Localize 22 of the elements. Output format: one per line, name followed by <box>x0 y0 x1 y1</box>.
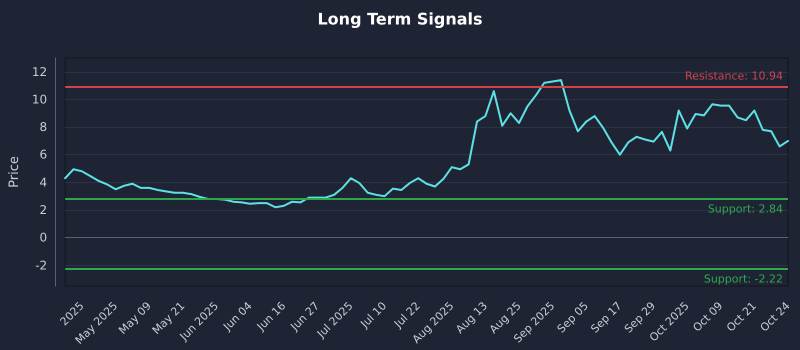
x-tick-label: Oct 21 <box>724 299 759 334</box>
ref-line-label: Support: 2.84 <box>708 202 783 216</box>
y-tick-label: 4 <box>40 175 48 190</box>
y-tick-label: 0 <box>40 230 48 245</box>
x-tick-label: Jul 22 <box>391 299 423 332</box>
x-tick-label: Sep 17 <box>588 299 625 336</box>
y-axis-title: Price <box>7 156 22 188</box>
chart-title: Long Term Signals <box>317 10 483 28</box>
x-tick-label: Oct 24 <box>758 299 793 334</box>
x-tick-label: Jun 16 <box>254 299 288 334</box>
y-tick-label: 12 <box>32 64 48 79</box>
x-tick-label: Oct 09 <box>690 299 726 334</box>
x-tick-label: Sep 05 <box>554 299 591 336</box>
ref-line-label: Resistance: 10.94 <box>685 69 783 82</box>
y-tick-label: 2 <box>40 203 48 217</box>
ref-line-label: Support: -2.22 <box>704 272 783 286</box>
y-tick-label: 6 <box>40 148 48 162</box>
y-tick-label: -2 <box>35 258 48 272</box>
y-tick-label: 8 <box>40 120 48 134</box>
x-tick-label: Jul 10 <box>358 299 390 332</box>
x-tick-label: Jun 04 <box>220 299 255 334</box>
y-tick-label: 10 <box>32 92 48 106</box>
